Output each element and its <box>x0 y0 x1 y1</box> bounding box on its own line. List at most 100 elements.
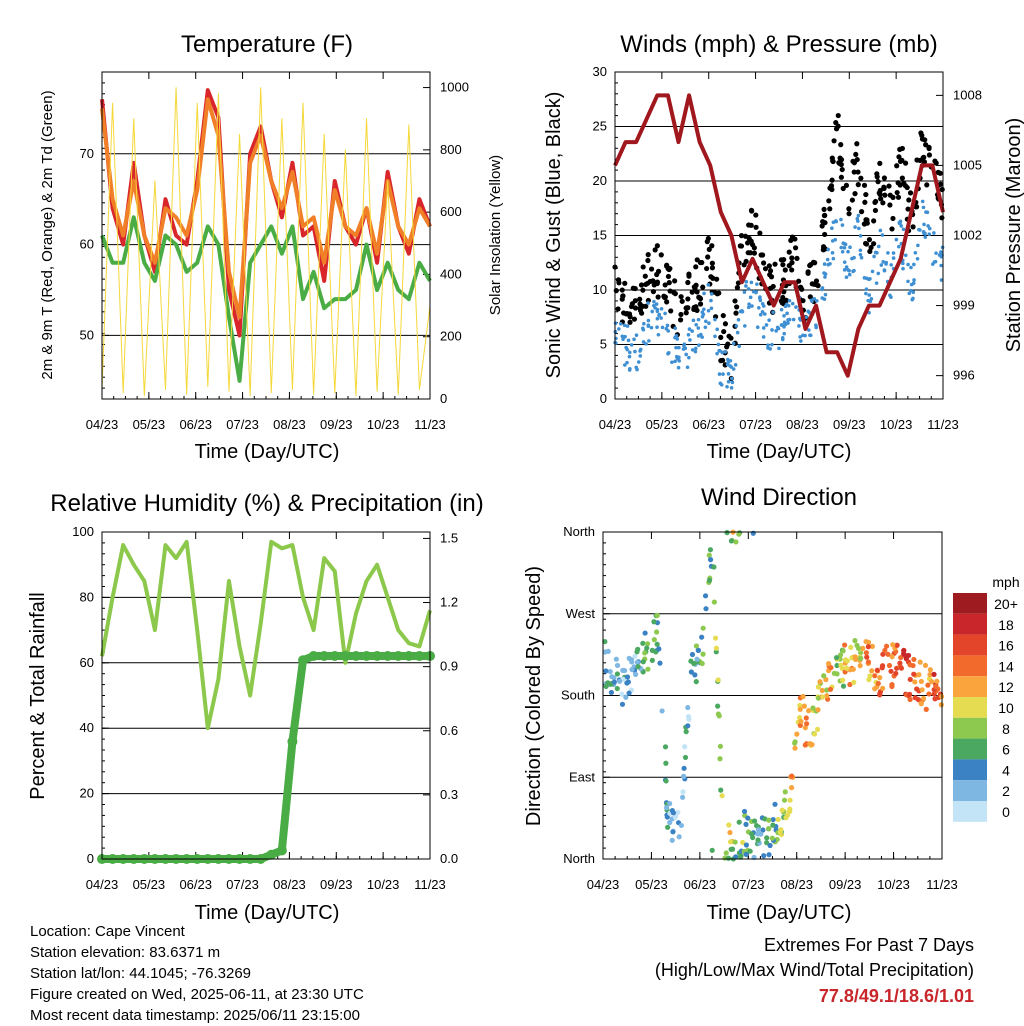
winds-xtick-label: 04/23 <box>599 417 632 432</box>
winds-point <box>881 175 888 181</box>
temperature-ytick-label: 50 <box>80 327 94 342</box>
winddir-point <box>918 701 924 707</box>
winds-point <box>675 337 680 341</box>
winds-point <box>767 268 774 274</box>
winds-point <box>894 237 899 242</box>
winds-point <box>623 311 629 317</box>
winds-point <box>627 314 633 320</box>
winds-point <box>822 231 828 238</box>
winds-point <box>868 299 873 304</box>
winds-point <box>655 316 660 321</box>
colorbar-label: 8 <box>1002 721 1010 737</box>
winddir-point <box>865 659 872 665</box>
colorbar-label: 16 <box>998 638 1014 654</box>
winddir-point <box>819 687 825 694</box>
winds-point <box>812 260 818 266</box>
winddir-point <box>736 819 742 825</box>
winds-point <box>726 372 731 376</box>
winds-point <box>849 197 856 203</box>
temperature-y2tick-label: 1000 <box>440 80 469 95</box>
winddir-point <box>605 648 611 654</box>
winddir-point <box>644 645 650 651</box>
winds-point <box>728 335 734 341</box>
winddir-point <box>879 665 885 671</box>
winds-point <box>740 309 745 314</box>
winds-point <box>823 275 827 279</box>
winds-point <box>866 237 873 243</box>
winds-point <box>813 278 820 284</box>
winds-point <box>700 314 705 319</box>
winddir-point <box>654 641 660 647</box>
winds-point <box>847 272 852 277</box>
winds-point <box>751 250 758 256</box>
temperature-xtick-label: 09/23 <box>320 417 353 432</box>
winddir-point <box>912 679 918 685</box>
winddir-point <box>760 827 766 833</box>
winds-point <box>780 262 786 268</box>
winds-point <box>634 333 639 337</box>
winds-point <box>738 243 745 249</box>
winddir-point <box>743 821 749 827</box>
winds-point <box>781 256 787 263</box>
winddir-point <box>837 652 844 658</box>
winds-point <box>933 259 938 264</box>
winddir-point <box>624 674 631 680</box>
winds-point <box>649 325 654 330</box>
winddir-point <box>809 742 815 748</box>
winddir-point <box>665 824 671 830</box>
winds-point <box>722 321 729 327</box>
winds-point <box>939 250 943 254</box>
winddir-point <box>617 678 623 684</box>
winddir-point <box>644 641 651 647</box>
humidity-xtick-label: 04/23 <box>86 877 119 892</box>
winds-point <box>825 257 830 262</box>
winds-point <box>891 251 896 255</box>
winds-point <box>846 211 852 217</box>
winds-point <box>789 267 795 273</box>
winds-point <box>830 226 834 231</box>
winds-point <box>751 289 756 294</box>
winddir-point <box>683 729 689 735</box>
winds-point <box>858 209 865 215</box>
winds-point <box>705 254 711 260</box>
winds-point <box>783 304 788 309</box>
winds-point <box>753 224 759 230</box>
winddir-point <box>880 685 886 691</box>
winddir-point <box>750 530 756 536</box>
temperature-xtick-label: 11/23 <box>414 417 446 432</box>
winds-point <box>877 160 883 166</box>
temperature-ytick-label: 70 <box>80 146 94 161</box>
winddir-point <box>894 642 900 648</box>
winddir-point <box>700 651 706 657</box>
winddir-point <box>732 839 738 845</box>
winds-point <box>709 306 714 311</box>
winds-point <box>780 337 785 342</box>
winddir-point <box>882 647 888 654</box>
winds-point <box>910 224 916 230</box>
winds-point <box>696 317 701 322</box>
winds-point <box>786 249 792 255</box>
winddir-point <box>654 612 660 618</box>
winds-point <box>905 206 911 212</box>
winddir-point <box>783 815 789 821</box>
winds-point <box>922 222 926 227</box>
winddir-point <box>619 701 626 707</box>
winds-point <box>899 175 905 181</box>
winds-point <box>665 323 670 328</box>
humidity-ytick-label: 20 <box>80 786 94 801</box>
winds-point <box>760 310 765 314</box>
humidity-xtick-label: 08/23 <box>273 877 306 892</box>
winds-point <box>872 207 879 214</box>
humidity-xtick-label: 09/23 <box>320 877 353 892</box>
winddir-point <box>857 655 864 661</box>
winddir-point <box>736 531 742 537</box>
winds-point <box>858 248 863 253</box>
winddir-point <box>848 644 854 651</box>
winds-point <box>725 341 731 347</box>
winds-point <box>679 298 685 304</box>
winds-point <box>734 285 740 291</box>
winds-point <box>844 275 849 280</box>
winds-point <box>768 347 772 351</box>
winds-point <box>834 219 839 224</box>
